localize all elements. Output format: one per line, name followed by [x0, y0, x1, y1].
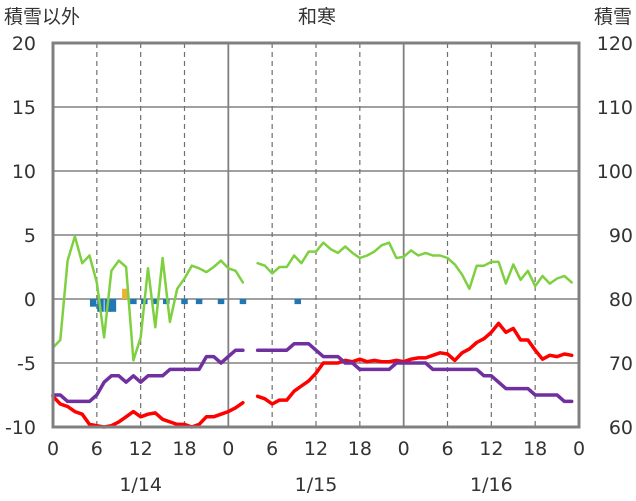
x-tick-label: 6	[91, 438, 103, 460]
day-label: 1/14	[119, 474, 162, 496]
right-tick-label: 120	[597, 33, 633, 55]
bar	[109, 299, 117, 312]
x-tick-label: 0	[47, 438, 59, 460]
x-tick-label: 18	[172, 438, 196, 460]
bar	[162, 299, 170, 305]
bar	[130, 299, 137, 305]
x-tick-label: 0	[573, 438, 585, 460]
bar	[152, 299, 159, 305]
left-tick-label: -5	[17, 353, 36, 375]
right-axis-label: 積雪	[594, 6, 632, 28]
x-tick-label: 18	[523, 438, 547, 460]
bar	[181, 299, 188, 305]
gridlines	[53, 43, 579, 427]
left-axis-label: 積雪以外	[4, 6, 80, 28]
series-line	[255, 342, 574, 404]
bar	[122, 288, 129, 299]
left-tick-label: 20	[12, 33, 36, 55]
day-labels: 1/14 1/15 1/16	[119, 474, 512, 496]
plot-frame	[51, 41, 581, 429]
day-label: 1/16	[470, 474, 513, 496]
right-tick-label: 100	[597, 161, 633, 183]
bar	[89, 299, 97, 307]
chart-title: 和寒	[298, 6, 336, 28]
series-line	[256, 241, 573, 291]
bars	[89, 288, 301, 312]
left-tick-label: 15	[12, 97, 36, 119]
bar	[294, 299, 301, 305]
right-tick-label: 90	[609, 225, 633, 247]
x-axis-ticks: 0 6 12 18 0 6 12 18 0 6 12 18 0	[47, 438, 585, 460]
day-label: 1/15	[295, 474, 338, 496]
x-tick-label: 6	[266, 438, 278, 460]
series-lines	[51, 235, 574, 429]
series-line	[255, 321, 574, 406]
bar	[195, 299, 203, 305]
x-tick-label: 12	[479, 438, 503, 460]
right-axis-ticks: 120 110 100 90 80 70 60	[597, 33, 633, 439]
left-tick-label: 10	[12, 161, 36, 183]
bar	[217, 299, 225, 305]
right-tick-label: 110	[597, 97, 633, 119]
right-tick-label: 60	[609, 417, 633, 439]
series-line	[51, 348, 245, 404]
left-tick-label: 5	[24, 225, 36, 247]
x-tick-label: 0	[398, 438, 410, 460]
series-line	[51, 235, 245, 362]
left-tick-label: 0	[24, 289, 36, 311]
series-line	[51, 394, 245, 429]
x-tick-label: 18	[348, 438, 372, 460]
left-tick-label: -10	[5, 417, 36, 439]
left-axis-ticks: 20 15 10 5 0 -5 -10	[5, 33, 36, 439]
x-tick-label: 12	[304, 438, 328, 460]
right-tick-label: 70	[609, 353, 633, 375]
x-tick-label: 6	[441, 438, 453, 460]
x-tick-label: 0	[222, 438, 234, 460]
x-tick-label: 12	[129, 438, 153, 460]
bar	[239, 299, 247, 305]
right-tick-label: 80	[609, 289, 633, 311]
